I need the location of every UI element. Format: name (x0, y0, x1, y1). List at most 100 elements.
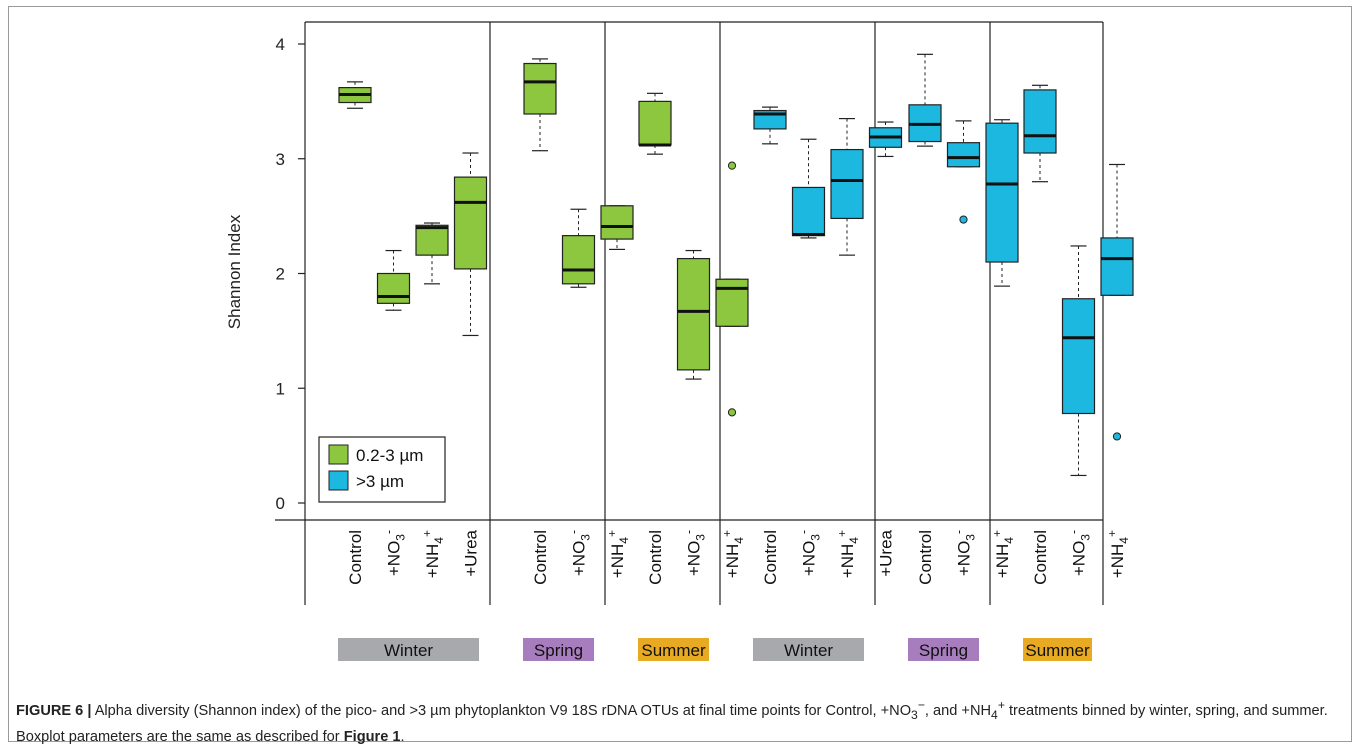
x-tick-label: +Urea (877, 529, 896, 576)
outlier-point (727, 408, 737, 417)
outlier-point (1112, 432, 1122, 441)
y-axis-label: Shannon Index (225, 214, 244, 329)
outlier-point (959, 215, 968, 224)
caption-text-1: Alpha diversity (Shannon index) of the p… (91, 702, 912, 719)
x-tick-label: +NH4+ (720, 530, 746, 578)
box-group (1061, 245, 1096, 477)
x-tick-label: +NO3- (567, 530, 593, 576)
season-bars: Winter Spring Summer Winter Spring Summer (338, 638, 1092, 661)
x-tick-label: +NO3- (797, 530, 823, 576)
box-iqr (453, 176, 488, 270)
season-bar-spring (908, 638, 979, 661)
box-group (523, 58, 557, 152)
box-group (676, 249, 711, 380)
y-tick-label: 2 (276, 265, 285, 284)
x-tick-label: +Urea (462, 529, 481, 576)
box-iqr (791, 186, 826, 237)
season-label: Winter (784, 641, 833, 660)
box-iqr (676, 257, 711, 371)
y-tick-label: 3 (276, 150, 285, 169)
x-tick-label: Control (346, 530, 365, 585)
box-iqr (946, 142, 981, 168)
panel-spring-small: Control +NO3- +NH4+ (523, 58, 634, 585)
legend-label: >3 µm (356, 472, 404, 491)
x-tick-label: +NH4+ (990, 530, 1016, 578)
box-iqr (985, 122, 1019, 263)
caption-text-4: . (400, 728, 405, 745)
box-group (415, 222, 449, 285)
x-tick-label: Control (646, 530, 665, 585)
caption-nh4-sub: 4 (991, 707, 998, 722)
box-iqr (1100, 237, 1134, 296)
box-group (561, 208, 596, 288)
y-tick-label: 0 (276, 494, 285, 513)
caption-label: FIGURE 6 | (16, 702, 92, 719)
x-tick-label: +NH4+ (605, 530, 631, 578)
season-bar-spring (523, 638, 594, 661)
x-tick-label: Control (1031, 530, 1050, 585)
box-iqr (1023, 89, 1057, 154)
y-tick-label: 4 (276, 35, 285, 54)
box-group (376, 249, 411, 311)
box-iqr (715, 278, 749, 327)
x-tick-label: +NH4+ (835, 530, 861, 578)
caption-text-2: , and +NH (924, 702, 992, 719)
caption-no3-sub: 3 (911, 707, 918, 722)
box-iqr (415, 224, 449, 256)
season-label: Winter (384, 641, 433, 660)
box-iqr (376, 272, 411, 304)
panel-summer-large: Control +NO3- +NH4+ (1023, 84, 1134, 585)
x-tick-label: Control (916, 530, 935, 585)
box-group (1100, 163, 1134, 441)
x-tick-label: +NH4+ (1105, 530, 1131, 578)
box-group (908, 53, 942, 147)
shannon-boxplot-chart: 0 1 2 3 4 Shannon Index Control +NO3- +NH4+ +Urea… (225, 21, 1134, 661)
y-tick-label: 1 (276, 379, 285, 398)
box-group (791, 138, 826, 239)
figure-caption: FIGURE 6 | Alpha diversity (Shannon inde… (16, 694, 1341, 748)
panel-winter-large: Control +NO3- +NH4+ +Urea (753, 106, 903, 585)
box-iqr (1061, 298, 1096, 415)
box-group (830, 117, 864, 256)
x-tick-label: +NO3- (382, 530, 408, 576)
box-iqr (561, 235, 596, 285)
box-iqr (830, 148, 864, 220)
box-group (1023, 84, 1057, 183)
caption-figure-ref: Figure 1 (343, 728, 401, 745)
x-tick-label: Control (761, 530, 780, 585)
box-group (753, 106, 787, 145)
box-iqr (523, 62, 557, 115)
box-group (715, 161, 749, 417)
caption-nh4-sup: + (997, 698, 1005, 712)
season-label: Spring (534, 641, 583, 660)
caption-text-3: treatments binned by winter, spring, and… (16, 702, 1328, 745)
box-group (985, 119, 1019, 287)
box-group (868, 121, 903, 158)
season-label: Summer (1025, 641, 1090, 660)
chart-legend: 0.2-3 µm >3 µm (318, 436, 446, 503)
box-group (638, 92, 672, 155)
outlier-point (727, 161, 737, 170)
legend-swatch (328, 470, 349, 491)
x-tick-label: +NO3- (952, 530, 978, 576)
season-label: Summer (641, 641, 706, 660)
season-bar-winter (338, 638, 479, 661)
panel-spring-large: Control +NO3- +NH4+ (908, 53, 1019, 585)
x-tick-label: Control (531, 530, 550, 585)
box-group (946, 120, 981, 224)
season-bar-winter (753, 638, 864, 661)
box-group (453, 152, 488, 337)
x-tick-label: +NO3- (682, 530, 708, 576)
box-group (600, 205, 634, 251)
panel-summer-small: Control +NO3- +NH4+ (638, 92, 749, 585)
season-label: Spring (919, 641, 968, 660)
legend-label: 0.2-3 µm (356, 446, 423, 465)
panel-winter-small: Control +NO3- +NH4+ +Urea (338, 81, 488, 585)
season-bar-summer (638, 638, 709, 661)
figure-frame (8, 6, 1352, 742)
x-tick-label: +NO3- (1067, 530, 1093, 576)
caption-no3-sup: − (917, 698, 925, 712)
box-iqr (638, 100, 672, 146)
season-bar-summer (1023, 638, 1092, 661)
x-tick-label: +NH4+ (420, 530, 446, 578)
